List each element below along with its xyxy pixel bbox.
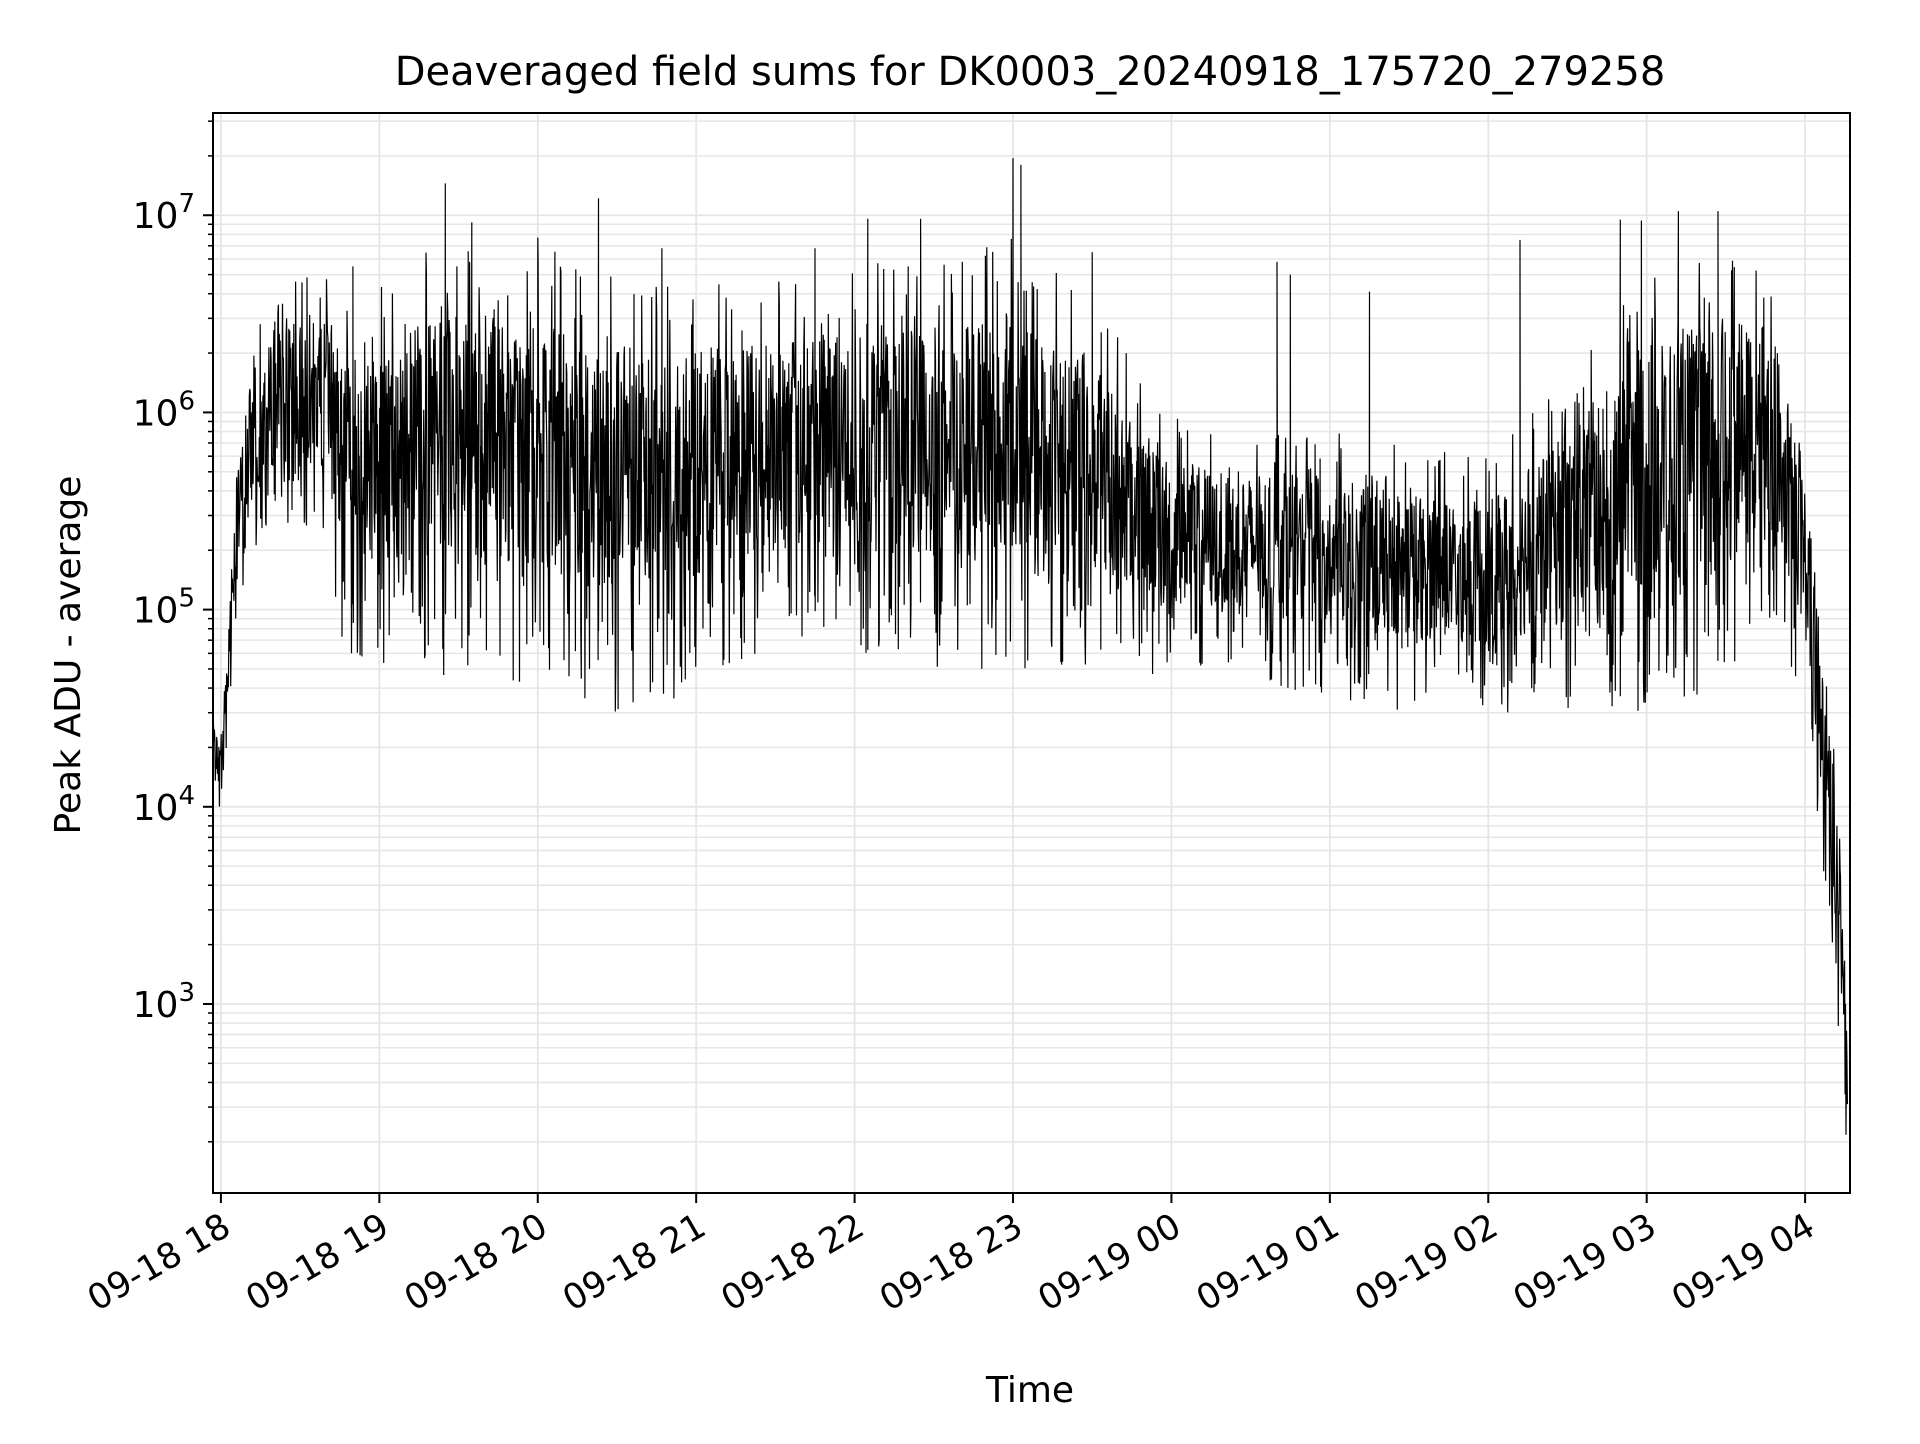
series-line <box>212 158 1848 1135</box>
data-series <box>212 158 1848 1135</box>
y-axis-label: Peak ADU - average <box>48 476 89 835</box>
y-tick-labels: 103 104 105 106 107 <box>133 189 195 1026</box>
y-tick-label: 106 <box>133 386 195 434</box>
y-tick-label: 104 <box>133 781 195 829</box>
x-axis-label: Time <box>985 1370 1074 1411</box>
major-gridlines <box>213 113 1850 1193</box>
y-tick-label: 105 <box>133 584 195 632</box>
y-tick-label: 103 <box>133 978 195 1026</box>
y-tick-label: 107 <box>133 189 195 237</box>
chart-title: Deaveraged field sums for DK0003_2024091… <box>395 49 1666 95</box>
axis-ticks <box>203 120 1807 1203</box>
